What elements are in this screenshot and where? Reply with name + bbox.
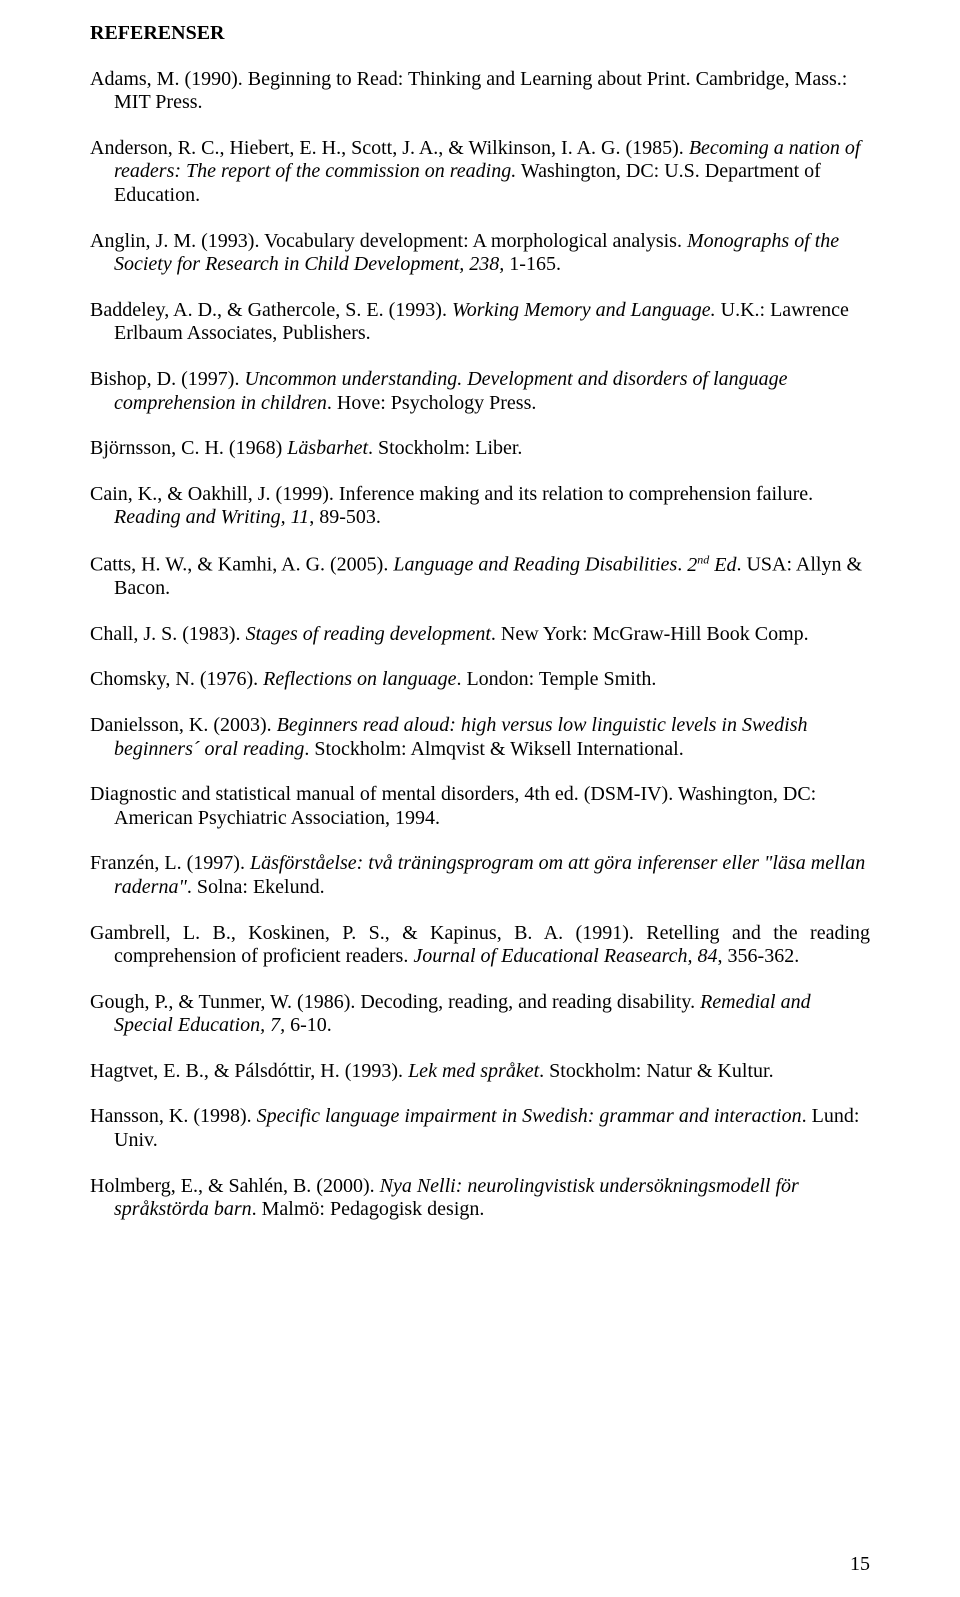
reference-entry: Diagnostic and statistical manual of men… [90,783,870,830]
reference-entry: Adams, M. (1990). Beginning to Read: Thi… [90,68,870,115]
reference-entry: Bishop, D. (1997). Uncommon understandin… [90,368,870,415]
reference-entry: Hagtvet, E. B., & Pálsdóttir, H. (1993).… [90,1060,870,1084]
reference-entry: Anglin, J. M. (1993). Vocabulary develop… [90,230,870,277]
reference-entry: Chomsky, N. (1976). Reflections on langu… [90,668,870,692]
reference-entry: Chall, J. S. (1983). Stages of reading d… [90,623,870,647]
references-list: Adams, M. (1990). Beginning to Read: Thi… [90,68,870,1222]
reference-entry: Anderson, R. C., Hiebert, E. H., Scott, … [90,137,870,208]
reference-entry: Baddeley, A. D., & Gathercole, S. E. (19… [90,299,870,346]
reference-entry: Gough, P., & Tunmer, W. (1986). Decoding… [90,991,870,1038]
reference-entry: Franzén, L. (1997). Läsförståelse: två t… [90,852,870,899]
section-heading: REFERENSER [90,22,870,46]
reference-entry: Björnsson, C. H. (1968) Läsbarhet. Stock… [90,437,870,461]
reference-entry: Hansson, K. (1998). Specific language im… [90,1105,870,1152]
reference-entry: Cain, K., & Oakhill, J. (1999). Inferenc… [90,483,870,530]
reference-entry: Gambrell, L. B., Koskinen, P. S., & Kapi… [90,922,870,969]
page-number: 15 [850,1553,870,1577]
reference-entry: Danielsson, K. (2003). Beginners read al… [90,714,870,761]
reference-entry: Catts, H. W., & Kamhi, A. G. (2005). Lan… [90,552,870,601]
page: REFERENSER Adams, M. (1990). Beginning t… [0,0,960,1597]
reference-entry: Holmberg, E., & Sahlén, B. (2000). Nya N… [90,1175,870,1222]
